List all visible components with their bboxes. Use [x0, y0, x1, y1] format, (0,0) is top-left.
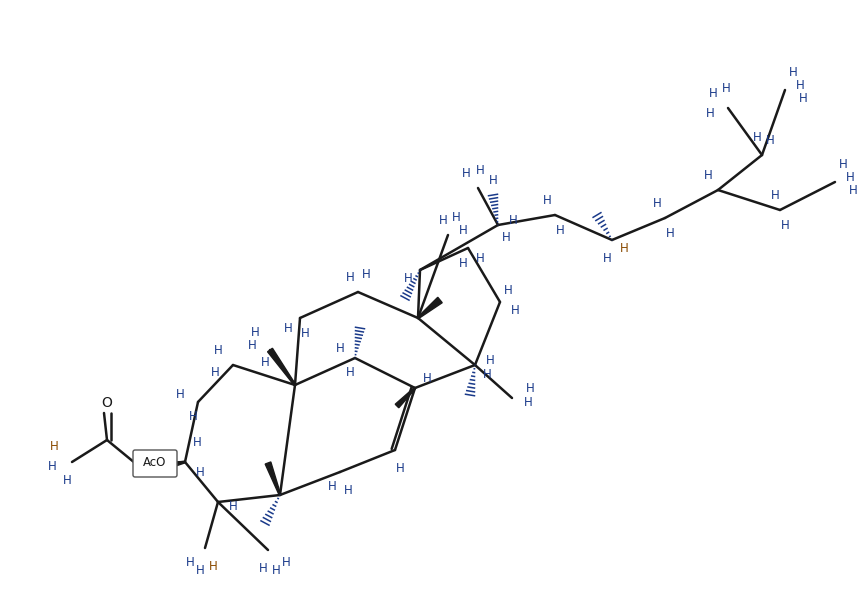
Text: H: H — [765, 133, 775, 147]
Text: H: H — [483, 368, 492, 381]
Text: H: H — [846, 171, 855, 184]
Polygon shape — [396, 387, 415, 408]
Text: H: H — [248, 338, 257, 351]
Text: H: H — [602, 252, 612, 265]
Text: H: H — [176, 387, 184, 400]
Text: H: H — [666, 227, 674, 239]
Text: H: H — [210, 367, 220, 379]
Text: H: H — [214, 343, 222, 357]
Text: H: H — [451, 211, 461, 223]
Text: H: H — [403, 271, 413, 284]
Text: H: H — [619, 241, 628, 254]
Text: H: H — [509, 214, 517, 227]
Text: H: H — [488, 174, 498, 187]
Text: H: H — [523, 397, 532, 410]
Text: H: H — [653, 196, 662, 209]
Text: H: H — [335, 341, 344, 354]
Text: H: H — [208, 559, 217, 572]
FancyBboxPatch shape — [133, 450, 177, 477]
Text: H: H — [752, 131, 761, 144]
Polygon shape — [268, 348, 296, 386]
Text: H: H — [459, 257, 468, 270]
Text: H: H — [189, 411, 197, 424]
Text: H: H — [438, 214, 447, 227]
Text: H: H — [251, 325, 259, 338]
Polygon shape — [171, 461, 185, 467]
Text: H: H — [770, 188, 779, 201]
Text: H: H — [705, 106, 715, 120]
Text: H: H — [709, 87, 717, 99]
Text: H: H — [261, 356, 269, 368]
Text: H: H — [789, 66, 797, 79]
Text: H: H — [542, 193, 552, 206]
Text: H: H — [196, 564, 204, 577]
Text: H: H — [799, 91, 807, 104]
Text: AcO: AcO — [143, 456, 166, 470]
Text: H: H — [556, 223, 565, 236]
Text: H: H — [281, 556, 290, 569]
Text: H: H — [193, 435, 202, 448]
Text: H: H — [459, 223, 468, 236]
Text: H: H — [343, 483, 353, 497]
Text: H: H — [795, 79, 805, 91]
Text: H: H — [228, 500, 238, 513]
Text: H: H — [50, 440, 58, 454]
Text: H: H — [346, 271, 354, 284]
Text: H: H — [258, 561, 268, 575]
Text: H: H — [48, 460, 57, 473]
Text: H: H — [722, 82, 730, 95]
Text: H: H — [361, 268, 371, 281]
Polygon shape — [418, 297, 442, 319]
Text: H: H — [849, 184, 857, 196]
Text: H: H — [284, 322, 293, 335]
Text: H: H — [502, 230, 511, 244]
Text: H: H — [63, 473, 71, 486]
Text: H: H — [511, 303, 519, 316]
Text: H: H — [300, 327, 310, 340]
Text: H: H — [486, 354, 494, 367]
Text: H: H — [526, 381, 535, 395]
Text: H: H — [328, 481, 336, 494]
Text: H: H — [185, 556, 195, 570]
Text: H: H — [475, 163, 485, 176]
Text: H: H — [781, 219, 789, 231]
Text: H: H — [423, 371, 432, 384]
Text: H: H — [462, 166, 470, 179]
Text: H: H — [346, 367, 354, 379]
Text: H: H — [504, 284, 512, 297]
Text: H: H — [838, 158, 848, 171]
Text: H: H — [272, 564, 281, 577]
Polygon shape — [265, 462, 281, 495]
Text: H: H — [475, 252, 485, 265]
Text: O: O — [101, 396, 112, 410]
Text: H: H — [196, 465, 204, 478]
Text: H: H — [704, 168, 712, 182]
Text: H: H — [396, 462, 404, 475]
